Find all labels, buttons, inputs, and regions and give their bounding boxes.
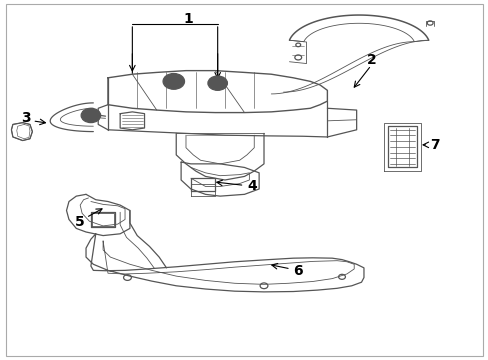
Text: 1: 1 xyxy=(183,12,193,26)
Circle shape xyxy=(163,73,184,89)
Text: 7: 7 xyxy=(429,138,439,152)
Circle shape xyxy=(207,76,227,90)
Text: 5: 5 xyxy=(75,215,85,229)
Text: 3: 3 xyxy=(21,111,31,125)
Circle shape xyxy=(81,108,101,123)
Text: 4: 4 xyxy=(246,179,256,193)
Text: 6: 6 xyxy=(293,265,303,278)
Text: 2: 2 xyxy=(366,53,375,67)
